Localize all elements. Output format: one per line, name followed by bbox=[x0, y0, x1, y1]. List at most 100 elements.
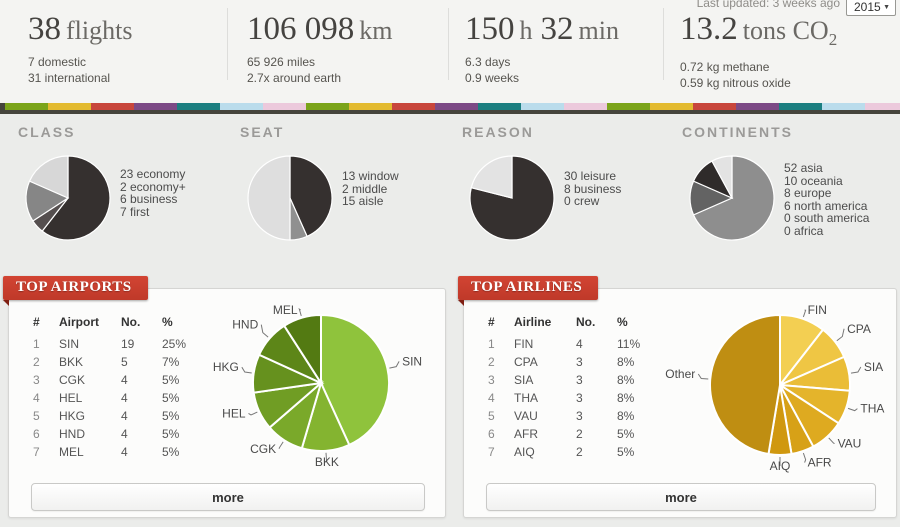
table-cell: 5% bbox=[162, 391, 180, 405]
pie-label: CGK bbox=[250, 442, 276, 456]
continents-pie-chart bbox=[689, 155, 775, 241]
label-connector bbox=[278, 441, 284, 449]
table-cell: AFR bbox=[514, 427, 538, 441]
stat-duration: 150 h 32 min 6.3 days 0.9 weeks bbox=[465, 10, 627, 86]
pie-label: VAU bbox=[838, 437, 862, 451]
class-legend: 23 economy 2 economy+ 6 business 7 first bbox=[120, 168, 186, 218]
stat-value: 13.2 tons CO2 bbox=[680, 11, 838, 50]
year-select[interactable]: 2015 ▼ bbox=[846, 0, 896, 16]
label-connector bbox=[298, 307, 302, 316]
label-connector bbox=[389, 361, 400, 369]
stat-subline: 2.7x around earth bbox=[247, 71, 342, 85]
pie-label: SIA bbox=[864, 360, 883, 374]
label-connector bbox=[836, 328, 845, 342]
stat-value: 38 flights bbox=[28, 11, 133, 47]
stat-subline: 0.59 kg nitrous oxide bbox=[680, 76, 791, 91]
chart-title: CONTINENTS bbox=[682, 124, 793, 140]
top-airports-pie-chart: SIN BKK CGK HEL HKG HND MEL bbox=[213, 304, 422, 469]
legend-item: 6 north america bbox=[784, 198, 868, 213]
table-cell: AIQ bbox=[514, 445, 535, 459]
pie-label: SIN bbox=[402, 354, 422, 368]
pie-slice-business bbox=[470, 155, 513, 199]
divider bbox=[663, 8, 664, 80]
chart-seat: SEAT 13 window 2 middle 15 aisle bbox=[240, 124, 460, 264]
table-cell: 8% bbox=[617, 355, 635, 369]
table-cell: 2 bbox=[488, 355, 495, 369]
table-cell: 7 bbox=[33, 445, 40, 459]
table-cell: 3 bbox=[488, 373, 495, 387]
table-cell: 1 bbox=[33, 337, 40, 351]
label-connector bbox=[802, 452, 807, 463]
pie-label: THA bbox=[860, 402, 884, 416]
table-row: 7 AIQ 2 5% bbox=[488, 443, 665, 461]
stat-value: 106 098 km bbox=[247, 11, 393, 47]
legend-item: 8 europe bbox=[784, 186, 832, 200]
stat-subline: 6.3 days bbox=[465, 55, 511, 69]
table-cell: THA bbox=[514, 391, 538, 405]
pie-slice-first bbox=[28, 155, 69, 199]
table-row: 7 MEL 4 5% bbox=[33, 443, 210, 461]
decorative-stripe bbox=[0, 103, 900, 110]
stat-distance: 106 098 km 65 926 miles 2.7x around earth bbox=[247, 10, 400, 86]
more-button[interactable]: more bbox=[31, 483, 425, 511]
table-cell: 6 bbox=[33, 427, 40, 441]
table-cell: 5% bbox=[617, 427, 635, 441]
top-airports-ribbon: TOP AIRPORTS bbox=[3, 276, 148, 306]
table-cell: 3 bbox=[576, 373, 583, 387]
table-cell: 2 bbox=[576, 427, 583, 441]
pie-slice-aisle bbox=[247, 155, 291, 241]
stat-subline: 7 domestic bbox=[28, 55, 87, 69]
table-cell: 4 bbox=[33, 391, 40, 405]
legend-item: 2 middle bbox=[342, 181, 388, 196]
label-connector bbox=[802, 309, 807, 318]
chart-reason: REASON 30 leisure 8 business 0 crew bbox=[462, 124, 682, 264]
table-row: 2 BKK 5 7% bbox=[33, 353, 210, 371]
legend-item: 0 africa bbox=[784, 223, 824, 238]
table-cell: HKG bbox=[59, 409, 86, 423]
table-cell: 4 bbox=[121, 445, 128, 459]
table-cell: 4 bbox=[576, 337, 583, 351]
table-cell: 3 bbox=[576, 391, 583, 405]
stat-flights: 38 flights 7 domestic 31 international bbox=[28, 10, 140, 86]
stripe-underline bbox=[0, 110, 900, 114]
legend-item: 13 window bbox=[342, 169, 399, 183]
chevron-down-icon: ▼ bbox=[883, 4, 890, 11]
table-cell: 5 bbox=[488, 409, 495, 423]
table-header: # bbox=[488, 315, 495, 329]
table-cell: 5 bbox=[121, 355, 128, 369]
label-connector bbox=[241, 366, 252, 374]
table-cell: 3 bbox=[33, 373, 40, 387]
table-cell: BKK bbox=[59, 355, 84, 369]
legend-item: 0 south america bbox=[784, 211, 870, 225]
stat-subline: 31 international bbox=[28, 71, 111, 85]
label-connector bbox=[325, 452, 328, 462]
table-cell: 5% bbox=[162, 445, 180, 459]
more-button[interactable]: more bbox=[486, 483, 876, 511]
stat-subline: 0.9 weeks bbox=[465, 71, 520, 85]
table-header: No. bbox=[121, 315, 141, 329]
table-cell: 3 bbox=[576, 355, 583, 369]
pie-label: MEL bbox=[273, 304, 298, 317]
chart-title: SEAT bbox=[240, 124, 285, 140]
pie-slice-asia bbox=[692, 155, 775, 241]
table-cell: 7% bbox=[162, 355, 180, 369]
top-airlines-table: # Airline No.% 1 FIN 4 11% 2 CPA 3 8% 3 SIA 3 8% 4 THA 3 8… bbox=[488, 313, 665, 461]
pie-label: HND bbox=[232, 318, 258, 332]
pie-slice-window bbox=[289, 155, 333, 238]
table-cell: 8% bbox=[617, 409, 635, 423]
table-header: % bbox=[617, 315, 628, 329]
stats-header: Last updated: 3 weeks ago 2015 ▼ 38 fligh… bbox=[0, 0, 900, 103]
table-row: 2 CPA 3 8% bbox=[488, 353, 665, 371]
chart-title: CLASS bbox=[18, 124, 76, 140]
pie-label: Other bbox=[665, 367, 695, 381]
pie-label: FIN bbox=[808, 304, 827, 317]
chart-continents: CONTINENTS 52 asia 10 oceania 8 europe 6 no… bbox=[682, 124, 900, 264]
top-airlines-card: TOP AIRLINES # Airline No.% 1 FIN 4 11% 2 CPA 3 8%… bbox=[458, 276, 897, 518]
table-row: 1 SIN 19 25% bbox=[33, 335, 210, 353]
legend-item: 10 oceania bbox=[784, 173, 843, 188]
reason-legend: 30 leisure 8 business 0 crew bbox=[564, 170, 621, 208]
legend-item: 15 aisle bbox=[342, 194, 384, 208]
pie-label: BKK bbox=[315, 455, 339, 469]
label-connector bbox=[248, 411, 258, 416]
table-row: 3 SIA 3 8% bbox=[488, 371, 665, 389]
